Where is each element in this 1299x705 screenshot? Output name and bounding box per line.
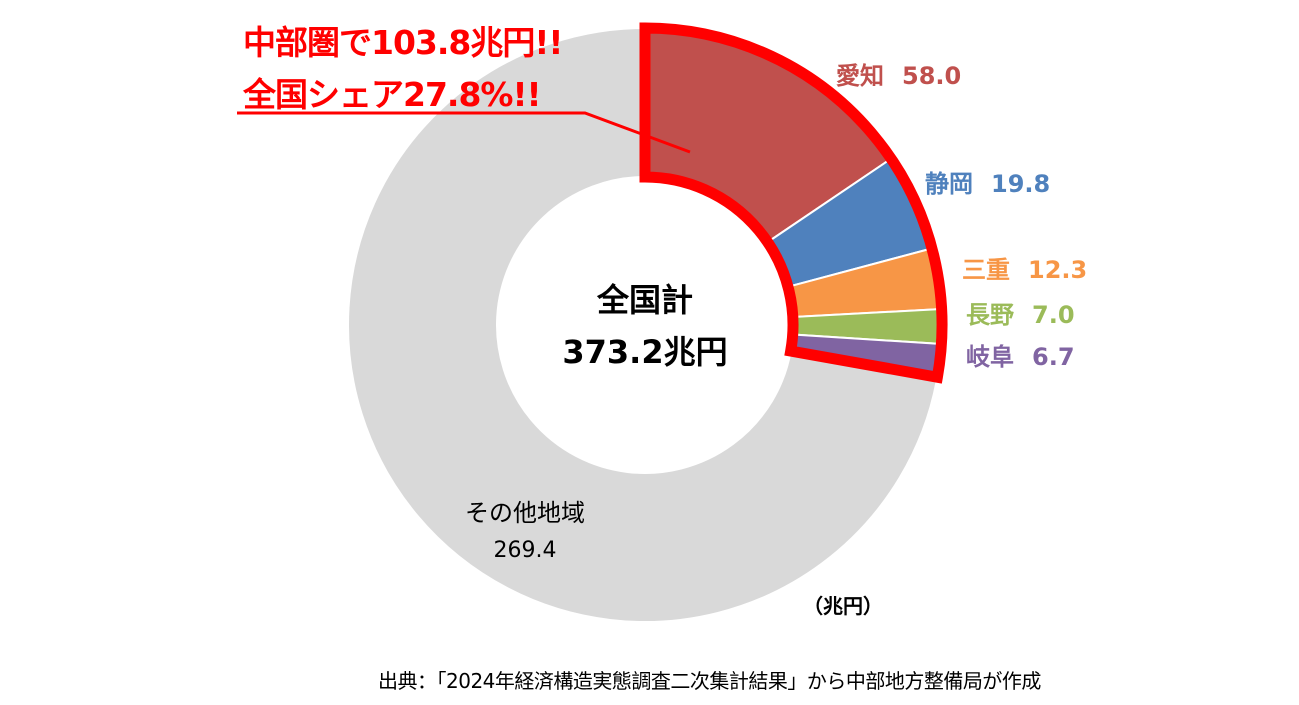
slice-value-other: 269.4	[494, 538, 557, 563]
slice-label-4: 岐阜 6.7	[966, 343, 1075, 371]
source-note: 出典：「2024年経済構造実態調査二次集計結果」から中部地方整備局が作成	[378, 669, 1041, 693]
slice-value: 7.0	[1032, 301, 1075, 329]
center-label-title: 全国計	[596, 281, 693, 319]
slice-label-0: 愛知 58.0	[836, 62, 961, 90]
slice-name: 長野	[966, 301, 1014, 329]
slice-name-other: その他地域	[465, 499, 585, 527]
slice-name: 愛知	[836, 62, 884, 90]
slice-5	[347, 26, 939, 623]
annotation-line1: 中部圏で103.8兆円!!	[243, 23, 563, 62]
slice-label-1: 静岡 19.8	[925, 170, 1050, 198]
slice-label-3: 長野 7.0	[966, 301, 1075, 329]
annotation-line2: 全国シェア27.8%!!	[243, 75, 542, 114]
highlight-outline	[639, 22, 948, 384]
slice-value: 19.8	[991, 170, 1050, 198]
center-label-total: 373.2兆円	[562, 333, 727, 371]
annotation-leader-line	[237, 111, 691, 154]
slice-name: 岐阜	[966, 343, 1014, 371]
slice-value: 58.0	[902, 62, 961, 90]
slice-label-2: 三重 12.3	[962, 256, 1087, 284]
slice-value: 6.7	[1032, 343, 1075, 371]
slice-value: 12.3	[1028, 256, 1087, 284]
slice-name: 三重	[962, 256, 1010, 284]
slice-name: 静岡	[925, 170, 973, 198]
unit-label: （兆円）	[803, 594, 883, 618]
